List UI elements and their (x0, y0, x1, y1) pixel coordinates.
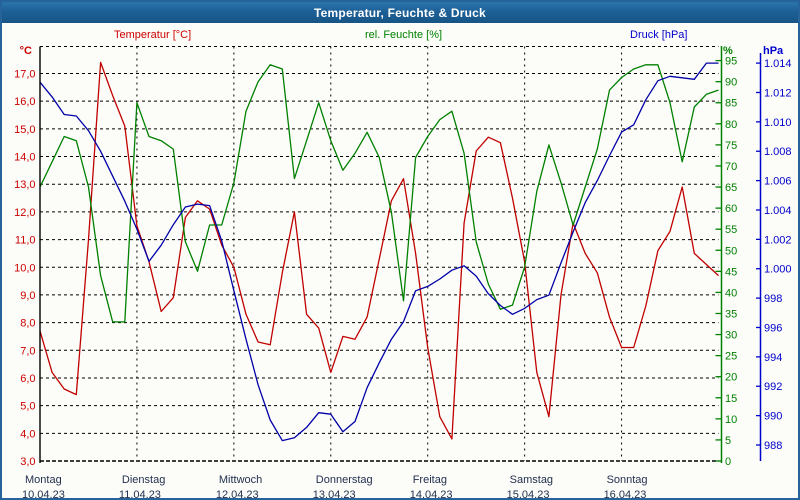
weekday-label: Montag (25, 474, 62, 486)
temperature-tick-label: 8,0 (20, 318, 35, 330)
temperature-tick-label: 9,0 (20, 290, 35, 302)
humidity-tick-label: 30 (725, 330, 737, 342)
humidity-tick-label: 15 (725, 393, 737, 405)
pressure-tick-label: 1.014 (764, 58, 792, 70)
humidity-tick-label: 55 (725, 224, 737, 236)
humidity-tick-label: 50 (725, 245, 737, 257)
humidity-tick-label: 65 (725, 182, 737, 194)
temperature-tick-label: 3,0 (20, 456, 35, 468)
pressure-tick-label: 1.000 (764, 264, 792, 276)
temperature-tick-label: 12,0 (14, 207, 35, 219)
pressure-tick-label: 994 (764, 352, 782, 364)
pressure-tick-label: 1.006 (764, 176, 792, 188)
humidity-tick-label: 60 (725, 203, 737, 215)
pressure-tick-label: 1.010 (764, 117, 792, 129)
temperature-tick-label: 10,0 (14, 262, 35, 274)
temperature-tick-label: 6,0 (20, 373, 35, 385)
temperature-tick-label: 15,0 (14, 124, 35, 136)
humidity-tick-label: 25 (725, 351, 737, 363)
humidity-tick-label: 5 (725, 435, 731, 447)
humidity-tick-label: 75 (725, 140, 737, 152)
humidity-line (39, 64, 719, 323)
pressure-tick-label: 1.002 (764, 234, 792, 246)
window-titlebar: Temperatur, Feuchte & Druck (2, 2, 798, 23)
humidity-tick-label: 35 (725, 308, 737, 320)
temperature-line (39, 61, 719, 440)
weekday-label: Sonntag (607, 474, 648, 486)
temperature-axis-unit: °C (20, 45, 32, 57)
date-label: 16.04.23 (604, 489, 647, 500)
temperature-tick-label: 17,0 (14, 69, 35, 81)
date-label: 15.04.23 (507, 489, 550, 500)
date-label: 11.04.23 (119, 489, 161, 500)
humidity-tick-label: 40 (725, 287, 737, 299)
pressure-tick-label: 1.012 (764, 87, 792, 99)
humidity-tick-label: 45 (725, 266, 737, 278)
temperature-tick-label: 13,0 (14, 179, 35, 191)
pressure-tick-label: 996 (764, 322, 782, 334)
pressure-tick-label: 988 (764, 440, 782, 452)
weekday-label: Dienstag (122, 474, 165, 486)
temperature-tick-label: 11,0 (15, 235, 36, 247)
date-label: 10.04.23 (22, 489, 65, 500)
date-label: 13.04.23 (313, 489, 356, 500)
temperature-tick-label: 4,0 (20, 428, 35, 440)
temperature-tick-label: 14,0 (14, 152, 35, 164)
pressure-tick-label: 998 (764, 293, 782, 305)
pressure-tick-label: 1.008 (764, 146, 792, 158)
temperature-tick-label: 7,0 (20, 345, 35, 357)
humidity-tick-label: 70 (725, 161, 737, 173)
humidity-tick-label: 90 (725, 77, 737, 89)
pressure-line (39, 62, 719, 442)
legend-humidity: rel. Feuchte [%] (365, 29, 443, 41)
window-title: Temperatur, Feuchte & Druck (314, 5, 486, 20)
humidity-tick-label: 10 (725, 414, 737, 426)
date-label: 12.04.23 (216, 489, 259, 500)
humidity-tick-label: 95 (725, 56, 737, 68)
humidity-tick-label: 0 (725, 456, 731, 468)
pressure-tick-label: 1.004 (764, 205, 792, 217)
temperature-tick-label: 16,0 (14, 96, 35, 108)
humidity-tick-label: 20 (725, 372, 737, 384)
pressure-axis-unit: hPa (763, 45, 784, 57)
weekday-label: Freitag (413, 474, 447, 486)
pressure-tick-label: 990 (764, 411, 782, 423)
temperature-tick-label: 5,0 (20, 401, 35, 413)
date-label: 14.04.23 (410, 489, 453, 500)
humidity-axis-unit: % (723, 45, 733, 57)
weekday-label: Samstag (510, 474, 553, 486)
legend-pressure: Druck [hPa] (630, 29, 688, 41)
weekday-label: Donnerstag (316, 474, 373, 486)
humidity-tick-label: 80 (725, 119, 737, 131)
weekday-label: Mittwoch (219, 474, 262, 486)
pressure-tick-label: 992 (764, 381, 782, 393)
legend-temperature: Temperatur [°C] (114, 29, 192, 41)
humidity-tick-label: 85 (725, 98, 737, 110)
